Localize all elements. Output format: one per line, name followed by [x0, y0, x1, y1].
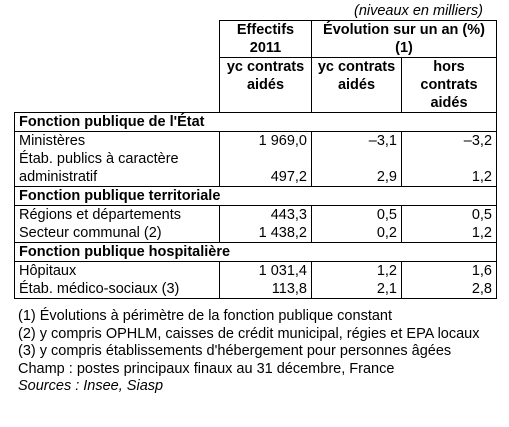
- subheader-effectifs-yc: yc contrats aidés: [219, 57, 312, 113]
- footnote: (3) y compris établissements d'hébergeme…: [18, 343, 452, 359]
- row-label: Étab. médico-sociaux (3): [14, 280, 220, 299]
- row-evol-hors: 2,8: [400, 280, 498, 299]
- row-evol-hors: –3,2: [400, 131, 498, 150]
- row-effectifs: 443,3: [219, 205, 312, 224]
- row-label: Hôpitaux: [14, 261, 220, 280]
- footnotes: (1) Évolutions à périmètre de la fonctio…: [18, 308, 498, 396]
- table-row: Hôpitaux 1 031,4 1,2 1,6: [14, 261, 498, 280]
- row-effectifs: 1 438,2: [219, 224, 312, 243]
- table-row: Secteur communal (2) 1 438,2 0,2 1,2: [14, 224, 498, 243]
- table-row: Étab. médico-sociaux (3) 113,8 2,1 2,8: [14, 280, 498, 299]
- row-effectifs: 497,2: [219, 150, 312, 187]
- table-row: Régions et départements 443,3 0,5 0,5: [14, 205, 498, 224]
- header-empty-cell: [15, 21, 220, 58]
- row-effectifs: 1 031,4: [219, 261, 312, 280]
- section-title: Fonction publique territoriale: [13, 186, 498, 206]
- row-label: Régions et départements: [14, 205, 220, 224]
- footnote: Champ : postes principaux finaux au 31 d…: [18, 360, 395, 377]
- row-evol-hors: 1,2: [400, 224, 498, 243]
- effectifs-table: Effectifs 2011 Évolution sur un an (%) (…: [13, 20, 498, 299]
- row-effectifs: 1 969,0: [219, 131, 312, 150]
- row-evol-hors: 1,2: [400, 150, 498, 187]
- footnote: (2) y compris OPHLM, caisses de crédit m…: [18, 325, 480, 342]
- row-evol-yc: 2,9: [311, 150, 402, 187]
- header-evolution: Évolution sur un an (%) (1): [310, 20, 498, 58]
- row-evol-yc: 0,5: [311, 205, 402, 224]
- header-effectifs: Effectifs 2011: [219, 20, 312, 58]
- sources-note: Sources : Insee, Siasp: [18, 378, 164, 394]
- unit-note: (niveaux en milliers): [354, 3, 483, 19]
- subheader-evolution-hors: hors contrats aidés: [400, 57, 498, 113]
- row-evol-yc: –3,1: [311, 131, 402, 150]
- section-title: Fonction publique hospitalière: [13, 242, 498, 262]
- footnote: (1) Évolutions à périmètre de la fonctio…: [18, 308, 392, 324]
- row-evol-yc: 0,2: [311, 224, 402, 243]
- row-label: Secteur communal (2): [14, 224, 220, 243]
- subheader-empty-cell: [15, 58, 220, 113]
- row-effectifs: 113,8: [219, 280, 312, 299]
- row-label: Ministères: [14, 131, 220, 150]
- row-evol-yc: 1,2: [311, 261, 402, 280]
- section-title: Fonction publique de l'État: [13, 112, 498, 132]
- table-row: Ministères 1 969,0 –3,1 –3,2: [14, 131, 498, 150]
- row-evol-hors: 1,6: [400, 261, 498, 280]
- row-evol-yc: 2,1: [311, 280, 402, 299]
- table-row: Étab. publics à caractère administratif …: [14, 150, 498, 187]
- row-label: Étab. publics à caractère administratif: [14, 150, 220, 187]
- subheader-evolution-yc: yc contrats aidés: [311, 57, 402, 113]
- row-evol-hors: 0,5: [400, 205, 498, 224]
